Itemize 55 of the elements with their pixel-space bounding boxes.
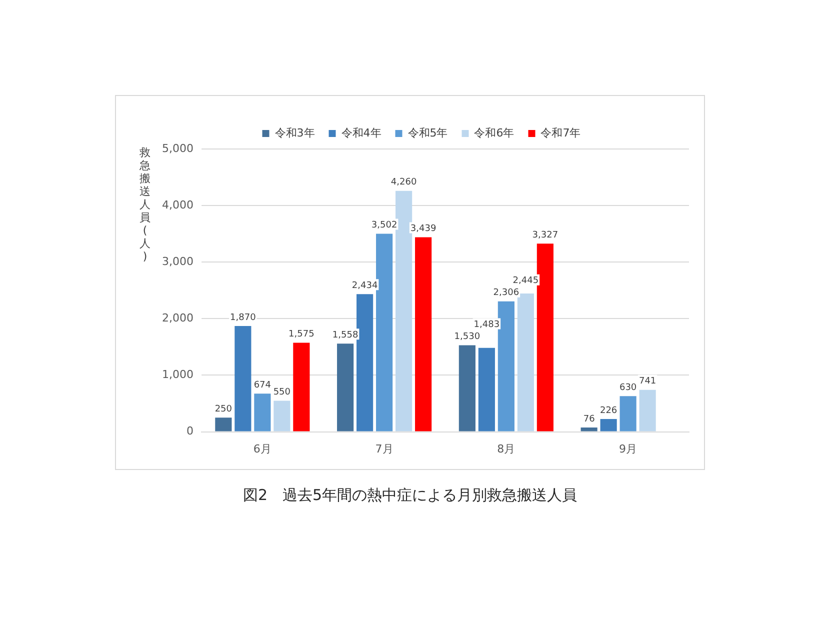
bar [274, 400, 290, 432]
data-label: 2,306 [493, 288, 520, 298]
y-tick-label: 0 [186, 424, 194, 438]
bar [498, 301, 514, 432]
legend-label: 令和5年 [408, 126, 448, 140]
y-tick-label: 4,000 [162, 198, 194, 212]
y-tick-label: 2,000 [162, 312, 194, 325]
data-label: 741 [638, 376, 656, 387]
data-label: 674 [254, 380, 272, 391]
data-label: 1,558 [332, 330, 358, 341]
bar [396, 190, 412, 432]
x-tick-label: 7月 [375, 442, 394, 456]
bar [600, 419, 617, 432]
data-label: 630 [619, 383, 637, 394]
legend-label: 令和3年 [274, 126, 315, 140]
bar [639, 390, 656, 432]
data-label: 1,575 [288, 330, 314, 340]
bar [337, 344, 354, 432]
legend-label: 令和4年 [341, 126, 382, 140]
text: 図2 過去5年間の熱中症による月別救急搬送人員 [242, 486, 578, 505]
bar [376, 234, 393, 432]
bar [356, 294, 374, 432]
data-label: 1,870 [230, 312, 256, 323]
bar [620, 396, 636, 432]
data-label: 250 [214, 404, 232, 415]
x-tick-label: 6月 [253, 442, 272, 456]
data-label: 226 [600, 406, 618, 416]
data-label: 2,434 [352, 280, 378, 291]
x-tick-label: 8月 [497, 442, 516, 456]
data-label: 4,260 [390, 178, 417, 188]
legend-label: 令和6年 [474, 126, 514, 140]
y-tick-label: 3,000 [162, 254, 194, 268]
bar [536, 244, 554, 432]
data-label: 76 [583, 414, 596, 424]
legend-label: 令和7年 [540, 126, 581, 140]
text: 救急搬送人員(人) [140, 146, 150, 263]
bar [415, 237, 432, 432]
bar [458, 345, 476, 432]
y-tick-label: 5,000 [162, 142, 194, 155]
bar [234, 326, 252, 432]
data-label: 1,483 [474, 320, 500, 330]
bar [580, 428, 598, 432]
data-label: 3,502 [371, 220, 398, 231]
data-label: 3,327 [532, 230, 558, 240]
x-tick-label: 9月 [619, 442, 638, 456]
data-label: 2,445 [512, 276, 539, 286]
data-label: 550 [273, 388, 291, 398]
bar [293, 342, 310, 432]
y-tick-label: 1,000 [162, 368, 194, 382]
bar [215, 418, 232, 432]
bar [478, 348, 495, 432]
data-label: 3,439 [410, 224, 436, 234]
bar [517, 294, 534, 432]
bar [254, 394, 271, 432]
data-label: 1,530 [454, 332, 480, 342]
